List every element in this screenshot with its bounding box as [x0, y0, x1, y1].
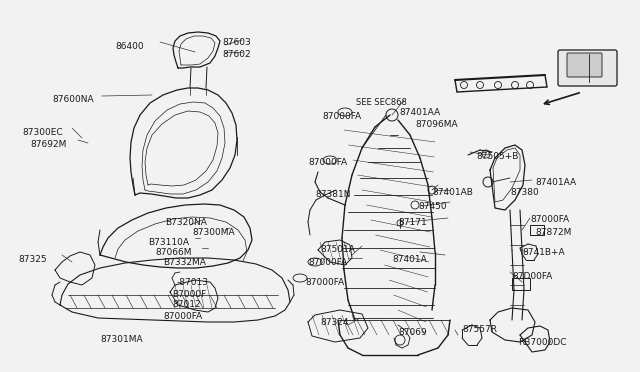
Text: 87505+B: 87505+B — [476, 152, 518, 161]
Text: 87600NA: 87600NA — [52, 95, 93, 104]
Text: 87381N: 87381N — [315, 190, 351, 199]
FancyBboxPatch shape — [558, 50, 617, 86]
Text: 87171: 87171 — [398, 218, 427, 227]
Text: B73110A: B73110A — [148, 238, 189, 247]
Text: 87401AB: 87401AB — [432, 188, 473, 197]
Text: 87000FA: 87000FA — [308, 158, 347, 167]
Text: 87602: 87602 — [222, 50, 251, 59]
Text: 87401AA: 87401AA — [535, 178, 576, 187]
Text: 87401A: 87401A — [392, 255, 427, 264]
Text: 87D00FA: 87D00FA — [512, 272, 552, 281]
Text: B7332MA: B7332MA — [163, 258, 206, 267]
Text: SEE SEC868: SEE SEC868 — [356, 98, 407, 107]
Text: 87401AA: 87401AA — [399, 108, 440, 117]
Text: 87557R: 87557R — [462, 325, 497, 334]
Text: 87012: 87012 — [172, 300, 200, 309]
Text: 87450: 87450 — [418, 202, 447, 211]
Text: 87380: 87380 — [510, 188, 539, 197]
Text: B7000F: B7000F — [172, 290, 206, 299]
Text: -87013: -87013 — [177, 278, 209, 287]
Text: 87692M: 87692M — [30, 140, 67, 149]
Text: 8741B+A: 8741B+A — [522, 248, 564, 257]
Text: 87066M: 87066M — [155, 248, 191, 257]
Text: 87000FA: 87000FA — [163, 312, 202, 321]
Text: 87300EC: 87300EC — [22, 128, 63, 137]
Text: 87069: 87069 — [398, 328, 427, 337]
Text: 87000FA: 87000FA — [308, 258, 347, 267]
Bar — [512, 278, 530, 290]
FancyBboxPatch shape — [567, 53, 602, 77]
Text: 87325: 87325 — [18, 255, 47, 264]
Text: 87096MA: 87096MA — [415, 120, 458, 129]
Text: 86400: 86400 — [115, 42, 143, 51]
Text: 87000FA: 87000FA — [305, 278, 344, 287]
Text: B7320NA: B7320NA — [165, 218, 207, 227]
Text: 87301MA: 87301MA — [100, 335, 143, 344]
Text: 87603: 87603 — [222, 38, 251, 47]
Text: RB7000DC: RB7000DC — [518, 338, 566, 347]
Text: 87501A: 87501A — [320, 245, 355, 254]
Text: 87000FA: 87000FA — [322, 112, 361, 121]
Text: 87000FA: 87000FA — [530, 215, 569, 224]
Text: 87872M: 87872M — [535, 228, 572, 237]
Bar — [530, 225, 544, 235]
Text: 87300MA: 87300MA — [192, 228, 235, 237]
Text: 87324: 87324 — [320, 318, 349, 327]
